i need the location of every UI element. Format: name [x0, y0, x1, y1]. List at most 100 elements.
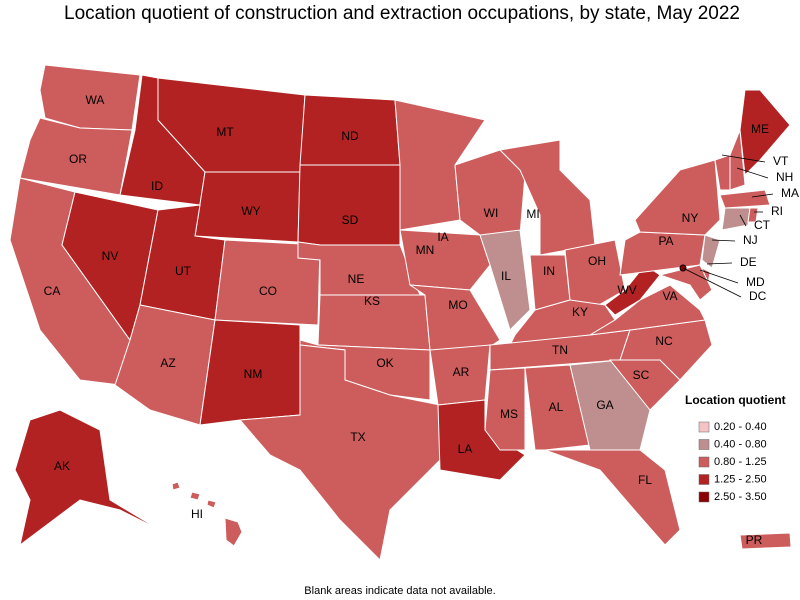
state-label: TN [552, 343, 568, 357]
state-label: ID [151, 179, 163, 193]
legend-swatch [698, 439, 710, 450]
state-label: ND [341, 129, 359, 143]
state-label: MA [781, 186, 799, 200]
state-shape [701, 234, 721, 269]
state-shape [214, 239, 321, 326]
leader-line [699, 269, 739, 284]
state-label: MS [500, 407, 518, 421]
state-shape [739, 532, 792, 550]
state-label: HI [191, 507, 203, 521]
state-label: NV [102, 249, 119, 263]
state-shape [14, 409, 161, 547]
state-shape [747, 207, 759, 223]
state-shape [484, 367, 526, 451]
leader-line [751, 193, 774, 198]
state-shape [479, 229, 531, 331]
legend: 0.20 - 0.40 0.40 - 0.80 0.80 - 1.25 1.25 - … [698, 421, 767, 503]
state-label: GA [596, 398, 613, 412]
state-label: MO [448, 298, 467, 312]
state-shape [206, 499, 217, 509]
state-shape [658, 264, 713, 301]
state-label: DE [740, 255, 757, 269]
state-label: AL [549, 400, 564, 414]
state-shape [171, 481, 181, 491]
state-shape [719, 189, 771, 209]
state-label: DC [749, 289, 767, 303]
state-label: KY [572, 305, 588, 319]
state-label: IA [437, 230, 448, 244]
state-label: MT [216, 125, 234, 139]
state-label: CO [259, 284, 277, 298]
legend-swatch [698, 474, 710, 485]
state-label: NJ [743, 233, 758, 247]
state-label: CT [754, 218, 771, 232]
leader-line [682, 267, 742, 298]
legend-swatch [698, 456, 710, 468]
state-label: WA [86, 93, 105, 107]
state-label: NY [682, 211, 699, 225]
footnote: Blank areas indicate data not available. [304, 585, 495, 597]
state-label: VA [662, 289, 677, 303]
map-title: Location quotient of construction and ex… [64, 3, 740, 24]
legend-label: 0.80 - 1.25 [714, 456, 767, 468]
state-label: SC [633, 368, 650, 382]
state-label: WI [484, 206, 499, 220]
leader-line [711, 239, 736, 242]
legend-swatch [698, 421, 710, 433]
state-label: KS [364, 294, 380, 308]
state-shape [399, 229, 491, 291]
state-label: PA [658, 234, 673, 248]
state-shape [224, 517, 243, 547]
state-label: FL [638, 473, 652, 487]
state-label: OH [588, 254, 606, 268]
state-label: AZ [160, 356, 175, 370]
state-shape [297, 164, 401, 246]
state-label: MI [526, 207, 539, 221]
state-label: MD [746, 275, 765, 289]
leader-line [721, 154, 766, 163]
state-shape [189, 491, 201, 501]
leader-line [736, 167, 769, 179]
state-label: OK [376, 356, 393, 370]
state-label: WV [617, 283, 636, 297]
states [9, 64, 792, 562]
legend-label: 1.25 - 2.50 [714, 473, 767, 485]
state-label: NC [655, 334, 673, 348]
state-label: AK [54, 459, 70, 473]
state-label: PR [746, 533, 763, 547]
leader-line [739, 214, 747, 227]
state-label: NH [776, 170, 793, 184]
state-label: NE [348, 272, 365, 286]
state-label: RI [771, 204, 783, 218]
state-shape [721, 207, 751, 231]
state-label: MN [416, 243, 435, 257]
state-label: VT [773, 154, 789, 168]
state-shape [634, 159, 721, 236]
legend-label: 0.20 - 0.40 [714, 421, 767, 433]
state-shape [739, 89, 791, 177]
legend-title: Location quotient [685, 393, 786, 407]
legend-label: 2.50 - 3.50 [714, 491, 767, 503]
state-label: NM [244, 367, 263, 381]
legend-swatch [698, 491, 710, 503]
state-shape [544, 449, 681, 546]
state-label: OR [69, 152, 87, 166]
state-label: IL [501, 269, 511, 283]
state-label: TX [350, 430, 365, 444]
state-shape [589, 284, 706, 336]
state-label: AR [453, 365, 470, 379]
state-label: SD [342, 213, 359, 227]
state-label: WY [241, 204, 260, 218]
state-shape [524, 364, 591, 451]
state-label: LA [458, 442, 473, 456]
state-shape [619, 231, 706, 276]
state-label: UT [175, 264, 192, 278]
state-label: IN [543, 264, 555, 278]
state-shape [437, 399, 526, 481]
state-shape [238, 344, 441, 562]
state-shape [564, 239, 626, 311]
legend-label: 0.40 - 0.80 [714, 438, 767, 450]
